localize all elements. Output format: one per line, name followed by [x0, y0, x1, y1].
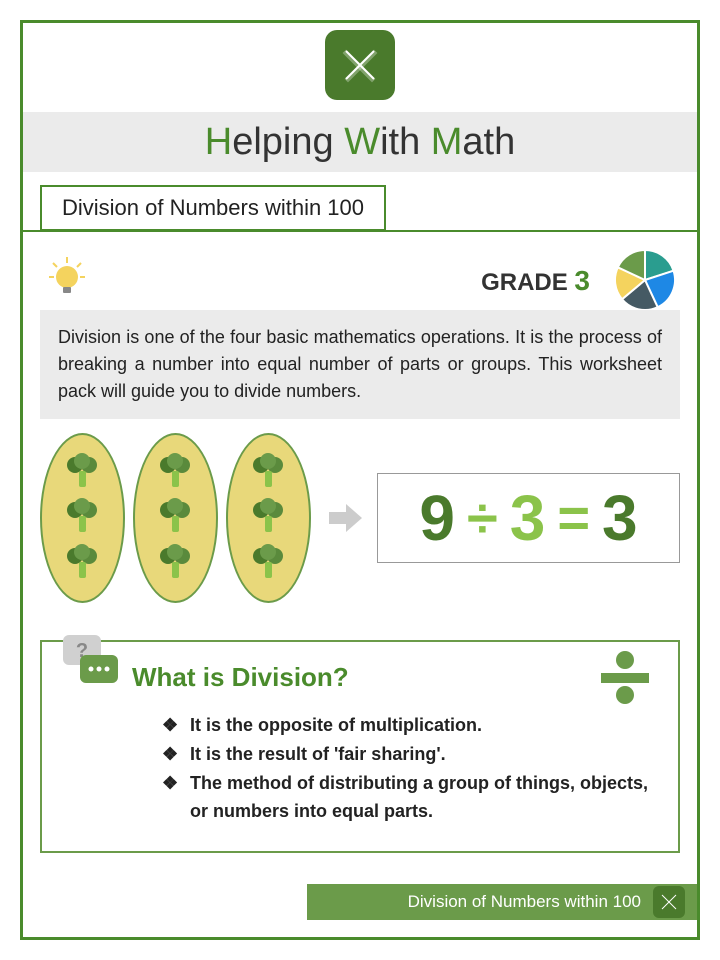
broccoli-icon — [158, 544, 193, 582]
lightbulb-icon — [45, 255, 90, 300]
list-item: The method of distributing a group of th… — [162, 769, 648, 827]
broccoli-icon — [65, 544, 100, 582]
equation-n3: 3 — [602, 481, 638, 555]
subtitle-text: Division of Numbers within 100 — [62, 195, 364, 221]
equation-divide: ÷ — [467, 485, 498, 550]
list-item: It is the result of 'fair sharing'. — [162, 740, 648, 769]
description-text: Division is one of the four basic mathem… — [40, 310, 680, 419]
broccoli-icon — [251, 544, 286, 582]
broccoli-icon — [65, 453, 100, 491]
subtitle-box: Division of Numbers within 100 — [40, 185, 386, 231]
group-oval — [133, 433, 218, 603]
broccoli-icon — [251, 453, 286, 491]
footer-text: Division of Numbers within 100 — [408, 892, 641, 912]
division-visual: 9 ÷ 3 = 3 — [40, 430, 680, 605]
chat-bubbles-icon: ? — [55, 630, 125, 690]
footer-bar: Division of Numbers within 100 — [307, 884, 697, 920]
equation-box: 9 ÷ 3 = 3 — [377, 473, 680, 563]
info-title: What is Division? — [132, 662, 648, 693]
equation-n2: 3 — [510, 481, 546, 555]
info-box: What is Division? It is the opposite of … — [40, 640, 680, 853]
header-logo-icon — [325, 30, 395, 100]
broccoli-icon — [158, 453, 193, 491]
equation-equals: = — [557, 485, 590, 550]
page-title: Helping With Math — [205, 121, 516, 164]
pie-chart-icon — [610, 245, 680, 315]
group-oval — [226, 433, 311, 603]
equation-n1: 9 — [419, 481, 455, 555]
grade-label: GRADE 3 — [481, 265, 590, 297]
division-symbol-icon — [595, 650, 655, 705]
divider-line — [23, 230, 697, 232]
title-bar: Helping With Math — [23, 112, 697, 172]
broccoli-icon — [251, 498, 286, 536]
broccoli-icon — [158, 498, 193, 536]
list-item: It is the opposite of multiplication. — [162, 711, 648, 740]
broccoli-icon — [65, 498, 100, 536]
info-list: It is the opposite of multiplication. It… — [132, 711, 648, 826]
footer-logo-icon — [653, 886, 685, 918]
group-oval — [40, 433, 125, 603]
arrow-right-icon — [324, 498, 364, 538]
